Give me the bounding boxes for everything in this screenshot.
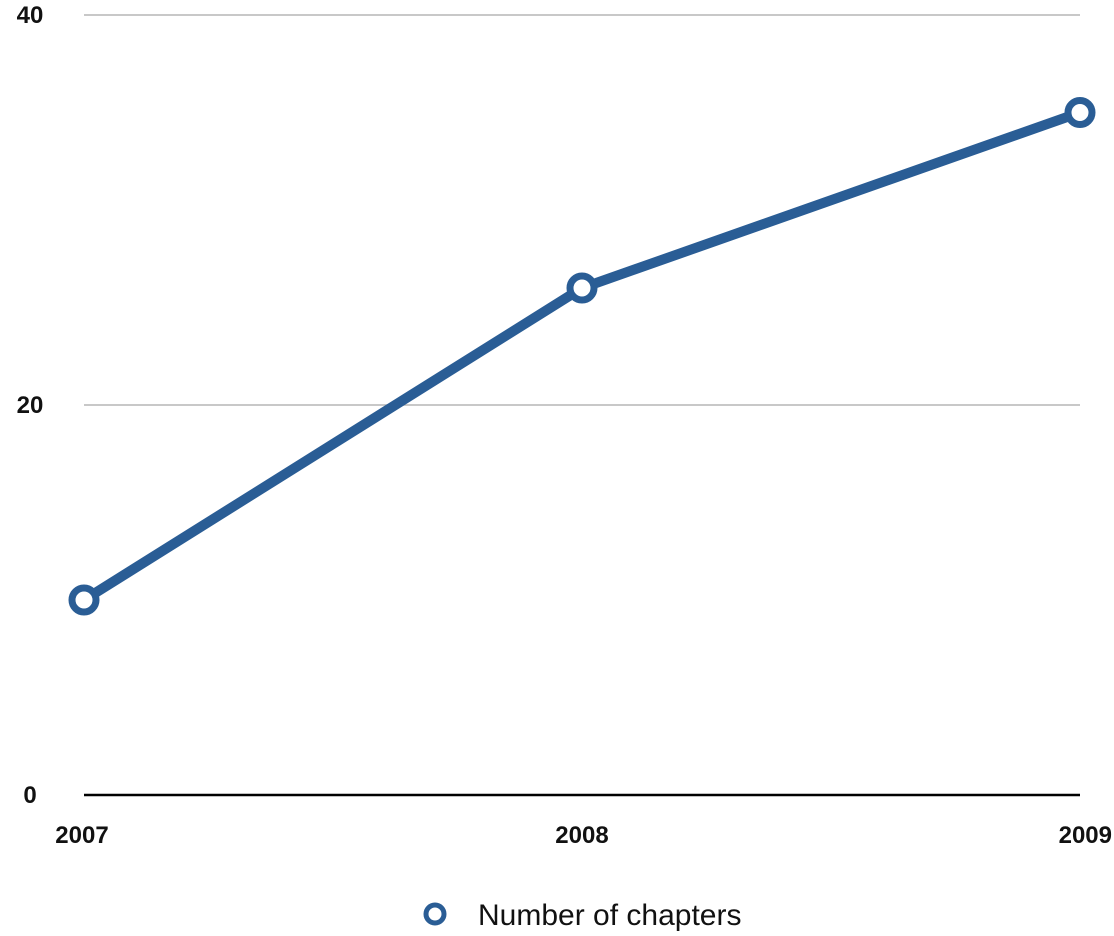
y-tick-label: 20 (17, 392, 44, 419)
legend: Number of chapters (423, 899, 741, 932)
data-point (68, 584, 100, 616)
series-layer (68, 97, 1096, 616)
series-line (79, 107, 1085, 605)
y-tick-label: 0 (23, 782, 36, 809)
x-tick-label: 2009 (1059, 822, 1112, 849)
x-tick-label: 2007 (55, 822, 108, 849)
y-axis-ticks: 0 20 40 (17, 2, 44, 809)
data-point (566, 272, 598, 304)
legend-marker-icon (423, 902, 447, 926)
data-point (1064, 97, 1096, 128)
y-tick-label: 40 (17, 2, 44, 29)
x-axis-ticks: 2007 2008 2009 (55, 822, 1112, 849)
grid-lines (84, 14, 1080, 797)
x-tick-label: 2008 (555, 822, 608, 849)
legend-label: Number of chapters (478, 899, 741, 932)
